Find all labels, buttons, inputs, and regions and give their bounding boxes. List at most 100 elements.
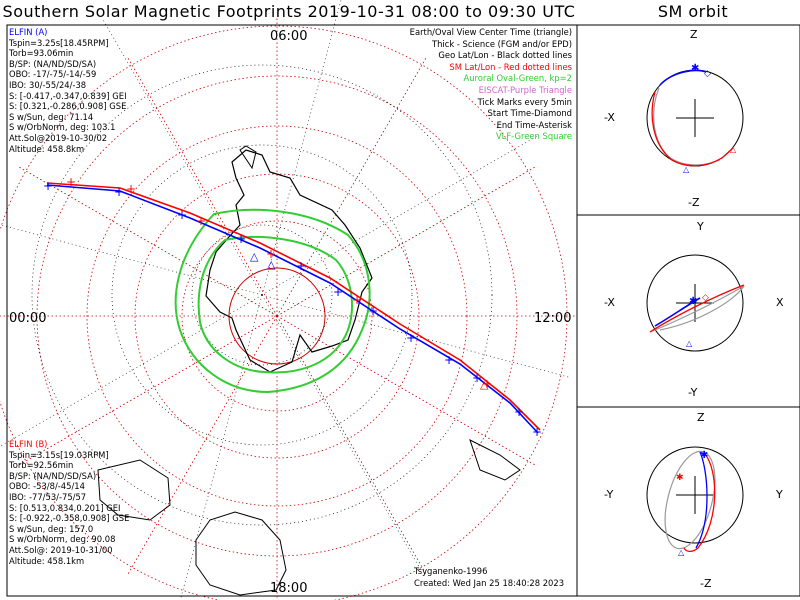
sat-a-line: Altitude: 458.8km <box>9 143 85 154</box>
mlt-top: 06:00 <box>270 29 307 44</box>
grid-circle <box>86 125 468 507</box>
sat-b-line: Att.Sol@: 2019-10-31/00 <box>9 544 113 555</box>
earth-circle <box>646 254 744 352</box>
orbit-track-b-gray <box>664 450 716 550</box>
tick-mark-b: + <box>196 214 206 228</box>
legend-entry: VLF-Green Square <box>495 131 572 142</box>
tick-mark-a: + <box>296 259 306 273</box>
orbit-track-b <box>683 453 716 553</box>
landmass-right <box>469 439 521 481</box>
sat-b-line: Torb=92.56min <box>9 460 74 471</box>
sat-b-line: S w/Sun, deg: 157.0 <box>9 523 94 534</box>
auroral-oval-inner <box>197 235 353 374</box>
asterisk-marker-b: ✱ <box>676 473 684 483</box>
sat-a-line: S: [0.321,-0.286,0.908] GSE <box>9 101 127 112</box>
legend-entry: Tick Marks every 5min <box>477 96 572 107</box>
orbit-track-a <box>654 297 701 327</box>
view-center-triangle: △ <box>267 258 276 271</box>
sat-b-line: S: [0.513,0.834,0.201] GEI <box>9 502 121 513</box>
geo-grid-circle <box>111 144 413 446</box>
sat-a-line: S w/Sun, deg: 71.14 <box>9 111 94 122</box>
diamond-marker: ◇ <box>702 293 709 303</box>
axis-label-left: -X <box>604 296 615 309</box>
diamond-marker: ◇ <box>704 69 711 79</box>
sat-b-line: ELFIN (B) <box>9 439 48 449</box>
legend-entry: Auroral Oval-Green, kp=2 <box>463 73 572 84</box>
sat-a-line: Att.Sol@2019-10-30/02 <box>9 132 108 143</box>
satellite-tracks: + ++++++++++++ +++++△△△ <box>43 175 542 439</box>
tick-mark-a: + <box>114 185 124 199</box>
axis-label-left: -Y <box>604 488 614 501</box>
axis-label-bottom: -Y <box>688 386 698 399</box>
mlt-bottom: 18:00 <box>270 581 307 596</box>
sat-b-line: B/SP: (NA/ND/SD/SA) <box>9 470 97 481</box>
legend-entry: End Time-Asterisk <box>496 119 572 130</box>
orbit-track-a <box>695 451 708 549</box>
peninsula-outline <box>239 145 257 170</box>
mlt-right: 12:00 <box>534 311 571 326</box>
legend-entry: EISCAT-Purple Triangle <box>478 84 572 95</box>
track-elfin-b <box>46 182 541 431</box>
tick-mark-a: + <box>514 405 524 419</box>
sat-b-line: S: [-0.922,-0.358,0.908] GSE <box>9 513 130 524</box>
legend-entry: Geo Lat/Lon - Black dotted lines <box>438 50 572 61</box>
triangle-marker: △ <box>683 165 690 174</box>
geo-grid-circle <box>31 64 493 526</box>
orbit-track-b <box>649 284 745 333</box>
orbit-track-a <box>659 69 707 86</box>
tick-mark-a: + <box>406 331 416 345</box>
tick-mark-b: + <box>66 175 76 189</box>
sm-orbit-title: SM orbit <box>657 2 729 21</box>
sat-a-line: Torb=93.06min <box>9 48 74 59</box>
legend-entry: Thick - Science (FGM and/or EPD) <box>431 38 572 49</box>
earth-circle <box>646 446 744 544</box>
sm-panel-xz: Z -Z -X ✱ ◇ △ △ <box>604 28 744 209</box>
geo-grid-meridian <box>261 294 423 573</box>
triangle-marker: △ <box>686 339 693 348</box>
tick-mark-a: + <box>532 425 542 439</box>
axis-label-right: X <box>776 296 784 309</box>
sm-panel-frame-3 <box>576 406 800 597</box>
axis-label-bottom: -Z <box>700 577 712 590</box>
coastline <box>97 145 521 596</box>
axis-label-top: Y <box>696 220 704 233</box>
track-elfin-a <box>46 184 539 434</box>
sat-b-line: IBO: -77/53/-75/57 <box>9 491 87 502</box>
tick-mark-a: + <box>368 304 378 318</box>
orbit-track-b-gray <box>649 285 745 333</box>
asterisk-marker: ✱ <box>691 63 699 74</box>
landmass-bottom <box>195 511 287 596</box>
tick-mark-a: + <box>444 353 454 367</box>
tick-mark-b: + <box>482 377 492 391</box>
sm-panel-xy: Y -Y -X X ✱ ◇ △ <box>604 220 784 399</box>
sat-a-info: ELFIN (A) Tspin=3.25s[18.45RPM] Torb=93.06… <box>9 27 127 154</box>
asterisk-marker: ✱ <box>700 450 708 461</box>
sm-panel-yz: Z -Z -Y Y ✱ ✱ △ <box>604 411 783 590</box>
orbit-track-b <box>651 91 734 167</box>
mlt-labels: 06:00 00:00 12:00 18:00 <box>9 29 571 596</box>
geo-grid-meridian <box>261 134 540 296</box>
sat-a-line: OBO: -17/-75/-14/-59 <box>9 69 97 80</box>
orbit-track-b-gray <box>653 87 721 166</box>
sat-a-line: Tspin=3.25s[18.45RPM] <box>9 37 109 48</box>
model-label: Tsyganenko-1996 <box>414 566 488 576</box>
geo-grid-meridian <box>0 224 263 296</box>
view-center-triangle: △ <box>480 378 489 391</box>
legend-entry: Start Time-Diamond <box>487 108 572 119</box>
tick-mark-b: + <box>352 293 362 307</box>
axis-label-bottom: -Z <box>688 196 700 209</box>
legend-entry: SM Lat/Lon - Red dotted lines <box>449 61 572 72</box>
sm-panel-frame-2 <box>576 214 800 408</box>
sat-b-line: Altitude: 458.1km <box>9 555 85 566</box>
page-title: Southern Solar Magnetic Footprints 2019-… <box>2 2 576 21</box>
tick-mark-a: + <box>177 208 187 222</box>
sat-a-line: IBO: 30/-55/24/-38 <box>9 79 87 90</box>
grid-circle <box>0 25 568 600</box>
sat-a-line: S: [-0.417,-0.347,0.839] GEI <box>9 90 127 101</box>
triangle-marker: △ <box>678 548 685 557</box>
tick-mark-a: + <box>333 285 343 299</box>
sat-b-line: Tspin=3.15s[19.03RPM] <box>9 449 109 460</box>
grid-circle <box>181 220 373 412</box>
axis-label-top: Z <box>697 411 705 424</box>
